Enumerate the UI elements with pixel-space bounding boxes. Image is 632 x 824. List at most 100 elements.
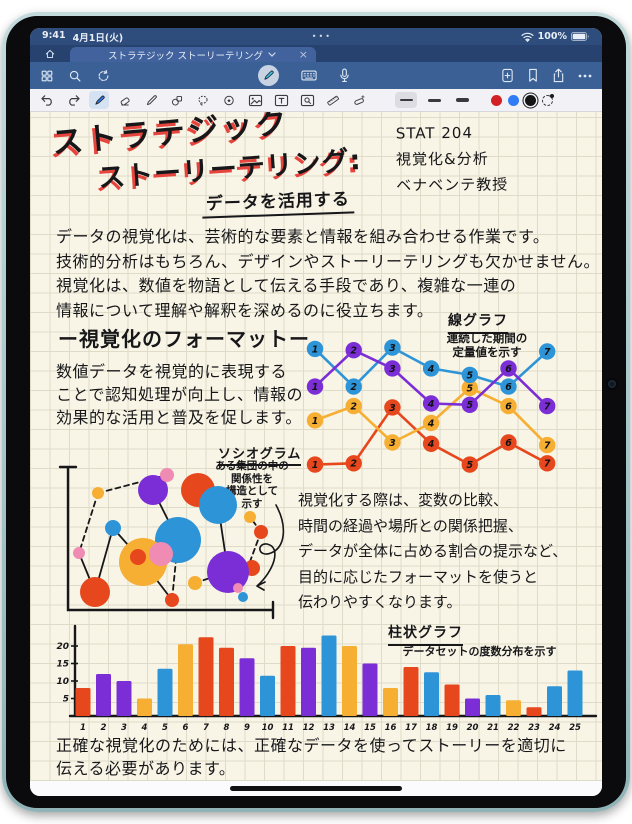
tab-bar: ストラテジック ストーリーテリング × bbox=[30, 45, 602, 62]
eraser-tool-icon[interactable] bbox=[115, 91, 135, 109]
home-button[interactable] bbox=[30, 45, 70, 62]
svg-text:25: 25 bbox=[569, 723, 581, 733]
svg-text:10: 10 bbox=[262, 723, 274, 733]
svg-text:1: 1 bbox=[80, 723, 86, 733]
more-icon[interactable] bbox=[578, 74, 592, 78]
color-swatch-red[interactable] bbox=[491, 94, 502, 106]
note-canvas[interactable]: ストラテジック ストーリーテリング: データを活用する STAT 204 視覚化… bbox=[30, 112, 602, 781]
svg-text:3: 3 bbox=[389, 438, 396, 449]
status-menu-dots[interactable]: ••• bbox=[311, 32, 332, 41]
line-chart-subtitle: 連続した期間の 定量値を示す bbox=[446, 331, 528, 359]
custom-color-picker-icon[interactable] bbox=[542, 93, 554, 106]
chevron-down-icon[interactable] bbox=[268, 52, 276, 57]
svg-text:5: 5 bbox=[162, 723, 168, 733]
bar-chart-subtitle: データセットの度数分布を示す bbox=[402, 645, 557, 658]
shapes-tool-icon[interactable] bbox=[167, 91, 187, 109]
usage-paragraph: 視覚化する際は、変数の比較、 時間の経過や場所との関係把握、 データが全体に占め… bbox=[298, 491, 568, 611]
stroke-width-medium[interactable] bbox=[423, 92, 445, 108]
svg-text:7: 7 bbox=[203, 723, 209, 733]
stroke-width-thin[interactable] bbox=[395, 92, 417, 108]
lasso-tool-icon[interactable] bbox=[193, 91, 213, 109]
svg-text:6: 6 bbox=[505, 364, 512, 375]
status-bar: 9:41 4月1日(火) ••• 100% bbox=[30, 28, 602, 45]
svg-text:6: 6 bbox=[183, 723, 189, 733]
search-icon[interactable] bbox=[68, 69, 82, 83]
keyboard-icon[interactable] bbox=[301, 69, 317, 82]
svg-text:22: 22 bbox=[508, 723, 520, 733]
pen-mode-icon[interactable] bbox=[258, 65, 279, 86]
redo-icon[interactable] bbox=[63, 91, 83, 109]
svg-text:20: 20 bbox=[56, 642, 69, 652]
home-indicator[interactable] bbox=[230, 786, 402, 791]
svg-text:3: 3 bbox=[389, 403, 396, 414]
svg-text:2: 2 bbox=[101, 723, 107, 733]
color-swatch-black-selected[interactable] bbox=[525, 94, 536, 106]
svg-text:20: 20 bbox=[467, 723, 479, 733]
format-section-heading: ー視覚化のフォーマットー bbox=[58, 327, 310, 351]
svg-text:2: 2 bbox=[350, 346, 357, 357]
svg-text:4: 4 bbox=[427, 399, 435, 410]
screen: 9:41 4月1日(火) ••• 100% ストラテジック ストーリーテリング bbox=[30, 28, 602, 796]
svg-text:4: 4 bbox=[427, 439, 435, 450]
svg-text:11: 11 bbox=[282, 723, 294, 733]
stroke-width-thick[interactable] bbox=[451, 92, 473, 108]
svg-text:5: 5 bbox=[466, 400, 473, 411]
sociogram-title: ソシオグラム bbox=[218, 443, 302, 466]
svg-text:18: 18 bbox=[426, 723, 438, 733]
share-icon[interactable] bbox=[552, 68, 565, 83]
sociogram-subtitle: ある集団の中の 関係性を 構造として 示す bbox=[215, 460, 289, 510]
svg-text:4: 4 bbox=[427, 418, 435, 429]
course-info: STAT 204 視覚化&分析 ベナベンテ教授 bbox=[395, 123, 509, 195]
svg-text:23: 23 bbox=[528, 723, 540, 733]
text-box-tool-icon[interactable] bbox=[271, 91, 291, 109]
tab-title: ストラテジック ストーリーテリング bbox=[108, 50, 264, 62]
ruler-tool-icon[interactable] bbox=[323, 91, 343, 109]
line-chart: 1 2 3 4 5 6 7 1 2 3 4 5 6 7 1 2 3 4 5 6 7 1 2 3 4 5 6 7 bbox=[306, 339, 556, 473]
elements-tool-icon[interactable] bbox=[297, 91, 317, 109]
bookmark-icon[interactable] bbox=[527, 68, 539, 83]
tab-strategic-storytelling[interactable]: ストラテジック ストーリーテリング × bbox=[70, 47, 316, 62]
pen-tool-icon[interactable] bbox=[141, 91, 161, 109]
svg-text:6: 6 bbox=[505, 402, 512, 413]
svg-text:4: 4 bbox=[427, 364, 435, 375]
svg-text:4: 4 bbox=[141, 723, 148, 733]
svg-text:9: 9 bbox=[244, 723, 250, 733]
note-title-subtitle: データを活用する bbox=[201, 189, 355, 219]
sociogram-diagram bbox=[58, 465, 285, 620]
rotate-selection-icon[interactable] bbox=[96, 69, 111, 83]
add-page-icon[interactable] bbox=[501, 68, 514, 83]
main-toolbar bbox=[30, 62, 602, 89]
svg-text:6: 6 bbox=[505, 382, 512, 393]
svg-text:1: 1 bbox=[312, 460, 319, 471]
svg-text:2: 2 bbox=[350, 402, 357, 413]
svg-text:7: 7 bbox=[544, 441, 551, 452]
svg-text:16: 16 bbox=[385, 723, 397, 733]
fountain-pen-tool-icon[interactable] bbox=[89, 91, 109, 109]
tape-tool-icon[interactable] bbox=[349, 91, 369, 109]
format-paragraph: 数値データを視覚的に表現する ことで認知処理が向上し、情報の 効果的な活用と普及… bbox=[56, 362, 304, 427]
svg-text:8: 8 bbox=[224, 723, 230, 733]
battery-icon bbox=[571, 32, 590, 41]
svg-text:3: 3 bbox=[389, 343, 396, 354]
grid-view-icon[interactable] bbox=[40, 69, 54, 83]
svg-text:5: 5 bbox=[466, 370, 473, 381]
battery-percent: 100% bbox=[537, 31, 567, 42]
svg-text:2: 2 bbox=[350, 382, 357, 393]
svg-text:15: 15 bbox=[56, 660, 69, 670]
svg-text:3: 3 bbox=[389, 364, 396, 375]
svg-text:10: 10 bbox=[56, 677, 69, 687]
svg-text:15: 15 bbox=[364, 723, 376, 733]
stamp-tool-icon[interactable] bbox=[219, 91, 239, 109]
undo-icon[interactable] bbox=[37, 91, 57, 109]
tab-close-button[interactable]: × bbox=[298, 48, 308, 61]
closing-paragraph: 正確な視覚化のためには、正確なデータを使ってストーリーを適切に 伝える必要があり… bbox=[56, 736, 567, 778]
svg-text:13: 13 bbox=[323, 723, 335, 733]
microphone-icon[interactable] bbox=[339, 68, 350, 83]
line-chart-title: 線グラフ bbox=[448, 310, 508, 334]
image-tool-icon[interactable] bbox=[245, 91, 265, 109]
color-swatch-blue[interactable] bbox=[508, 94, 519, 106]
intro-paragraph: データの視覚化は、芸術的な要素と情報を組み合わせる作業です。 技術的分析はもちろ… bbox=[56, 227, 601, 320]
svg-text:14: 14 bbox=[344, 723, 356, 733]
date: 4月1日(火) bbox=[72, 32, 124, 44]
